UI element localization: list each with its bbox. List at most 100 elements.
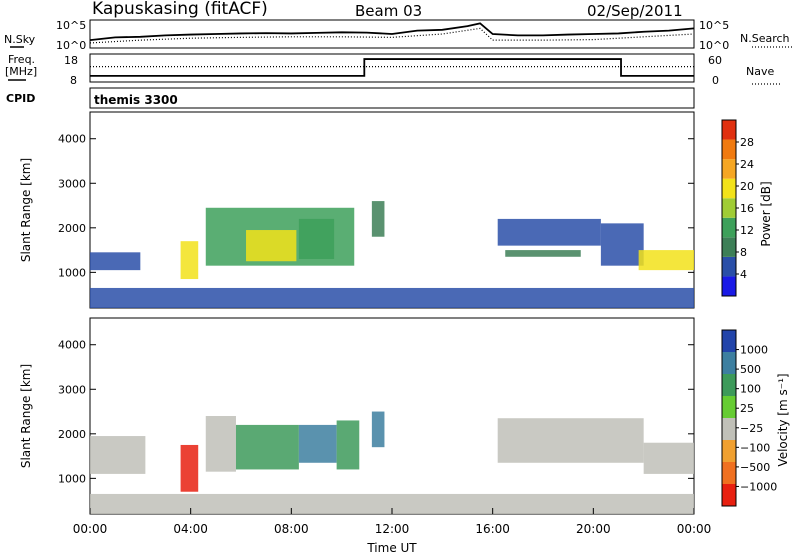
velocity-data-region <box>205 416 236 472</box>
noise-series-solid <box>89 22 695 42</box>
colorbar-tick-label: 24 <box>740 158 754 171</box>
freq-panel: Freq. [MHz] Nave 18 8 60 0 <box>5 53 780 87</box>
colorbar-segment <box>722 276 736 296</box>
y-tick-label: 4000 <box>58 339 86 352</box>
date-title: 02/Sep/2011 <box>587 2 683 20</box>
velocity-data-region <box>180 444 199 492</box>
colorbar-tick-label: 20 <box>740 180 754 193</box>
noise-panel: N.Sky N.Search 10^5 10^0 10^5 10^0 <box>4 19 792 52</box>
noise-lines <box>89 22 695 44</box>
power-data-region <box>371 201 385 237</box>
velocity-data <box>90 411 694 514</box>
colorbar-tick-label: 500 <box>740 363 761 376</box>
time-tick-label: 00:00 <box>73 522 108 536</box>
power-data <box>90 201 694 308</box>
nsky-label: N.Sky <box>4 33 36 46</box>
freq-label-2: [MHz] <box>5 65 37 78</box>
time-tick-label: 16:00 <box>475 522 510 536</box>
power-data-region <box>600 223 644 266</box>
colorbar-segment <box>722 256 736 277</box>
power-data-region <box>180 241 199 280</box>
colorbar-tick-label: 100 <box>740 383 761 396</box>
nave-label: Nave <box>746 65 774 78</box>
velocity-data-region <box>235 424 299 470</box>
power-panel: 1000 2000 3000 4000 Slant Range [km] 4 8 12 16… <box>19 111 773 309</box>
colorbar-tick-label: −100 <box>740 441 770 454</box>
power-data-region <box>505 250 581 257</box>
velocity-data-region <box>643 442 694 474</box>
colorbar-frame <box>721 329 737 507</box>
colorbar-segment <box>722 374 736 396</box>
power-colorbar: 4 8 12 16 20 24 28 <box>721 119 754 297</box>
freq-left-tick-top: 18 <box>64 54 78 67</box>
velocity-yticks: 1000 2000 3000 4000 <box>58 339 694 485</box>
station-title: Kapuskasing (fitACF) <box>92 0 268 19</box>
freq-frame <box>89 53 695 83</box>
colorbar-segment <box>722 217 736 238</box>
colorbar-tick-label: 8 <box>740 246 747 259</box>
colorbar-segment <box>722 120 736 140</box>
velocity-colorbar-label: Velocity [m s⁻¹] <box>776 373 790 466</box>
power-colorbar-label: Power [dB] <box>759 181 773 246</box>
y-tick-label: 1000 <box>58 472 86 485</box>
time-axis: 00:00 04:00 08:00 12:00 16:00 20:00 00:00 <box>73 508 711 536</box>
freq-right-tick-bottom: 0 <box>712 74 719 87</box>
beam-title: Beam 03 <box>355 2 422 20</box>
colorbar-tick-label: 25 <box>740 402 754 415</box>
colorbar-tick-label: 4 <box>740 268 747 281</box>
colorbar-segment <box>722 178 736 199</box>
freq-series-solid <box>90 58 694 77</box>
colorbar-tick-label: 12 <box>740 224 754 237</box>
cpid-label: CPID <box>6 92 35 105</box>
cpid-frame <box>89 87 695 109</box>
freq-lines <box>90 58 694 77</box>
velocity-data-region <box>90 493 694 514</box>
power-data-region <box>90 252 141 271</box>
noise-left-tick-bottom: 10^0 <box>56 39 86 52</box>
velocity-ylabel: Slant Range [km] <box>19 364 33 468</box>
colorbar-segment <box>722 237 736 257</box>
colorbar-segment <box>722 139 736 160</box>
power-data-region <box>246 230 297 262</box>
freq-right-tick-top: 60 <box>708 54 722 67</box>
y-tick-label: 3000 <box>58 177 86 190</box>
power-ylabel: Slant Range [km] <box>19 158 33 262</box>
colorbar-segment <box>722 352 736 374</box>
velocity-panel: 1000 2000 3000 4000 Slant Range [km] −1000 −… <box>19 317 790 515</box>
velocity-data-region <box>497 418 644 463</box>
velocity-data-region <box>371 411 385 448</box>
colorbar-segment <box>722 440 736 462</box>
y-tick-label: 3000 <box>58 383 86 396</box>
colorbar-tick-label: 28 <box>740 136 754 149</box>
colorbar-tick-label: 16 <box>740 202 754 215</box>
y-tick-label: 4000 <box>58 133 86 146</box>
cpid-value: themis 3300 <box>94 93 178 107</box>
velocity-data-region <box>298 424 337 463</box>
power-data-region <box>90 287 694 308</box>
colorbar-segment <box>722 330 736 352</box>
time-tick-label: 08:00 <box>274 522 309 536</box>
colorbar-segment <box>722 198 736 218</box>
y-tick-label: 2000 <box>58 428 86 441</box>
colorbar-tick-label: −500 <box>740 461 770 474</box>
y-tick-label: 2000 <box>58 222 86 235</box>
power-data-region <box>298 218 335 259</box>
power-data-region <box>638 250 694 271</box>
colorbar-tick-label: −1000 <box>740 480 777 493</box>
time-tick-label: 20:00 <box>576 522 611 536</box>
time-axis-label: Time UT <box>366 541 417 554</box>
power-data-region <box>497 218 601 246</box>
velocity-data-region <box>90 436 146 474</box>
noise-series-dotted <box>89 27 695 44</box>
noise-right-tick-top: 10^5 <box>699 19 729 32</box>
colorbar-segment <box>722 418 736 440</box>
time-tick-label: 12:00 <box>375 522 410 536</box>
freq-label-1: Freq. <box>8 53 35 66</box>
time-tick-label: 04:00 <box>173 522 208 536</box>
noise-right-tick-bottom: 10^0 <box>699 39 729 52</box>
power-yticks: 1000 2000 3000 4000 <box>58 133 694 279</box>
colorbar-tick-label: 1000 <box>740 344 768 357</box>
colorbar-segment <box>722 396 736 418</box>
colorbar-segment <box>722 462 736 484</box>
